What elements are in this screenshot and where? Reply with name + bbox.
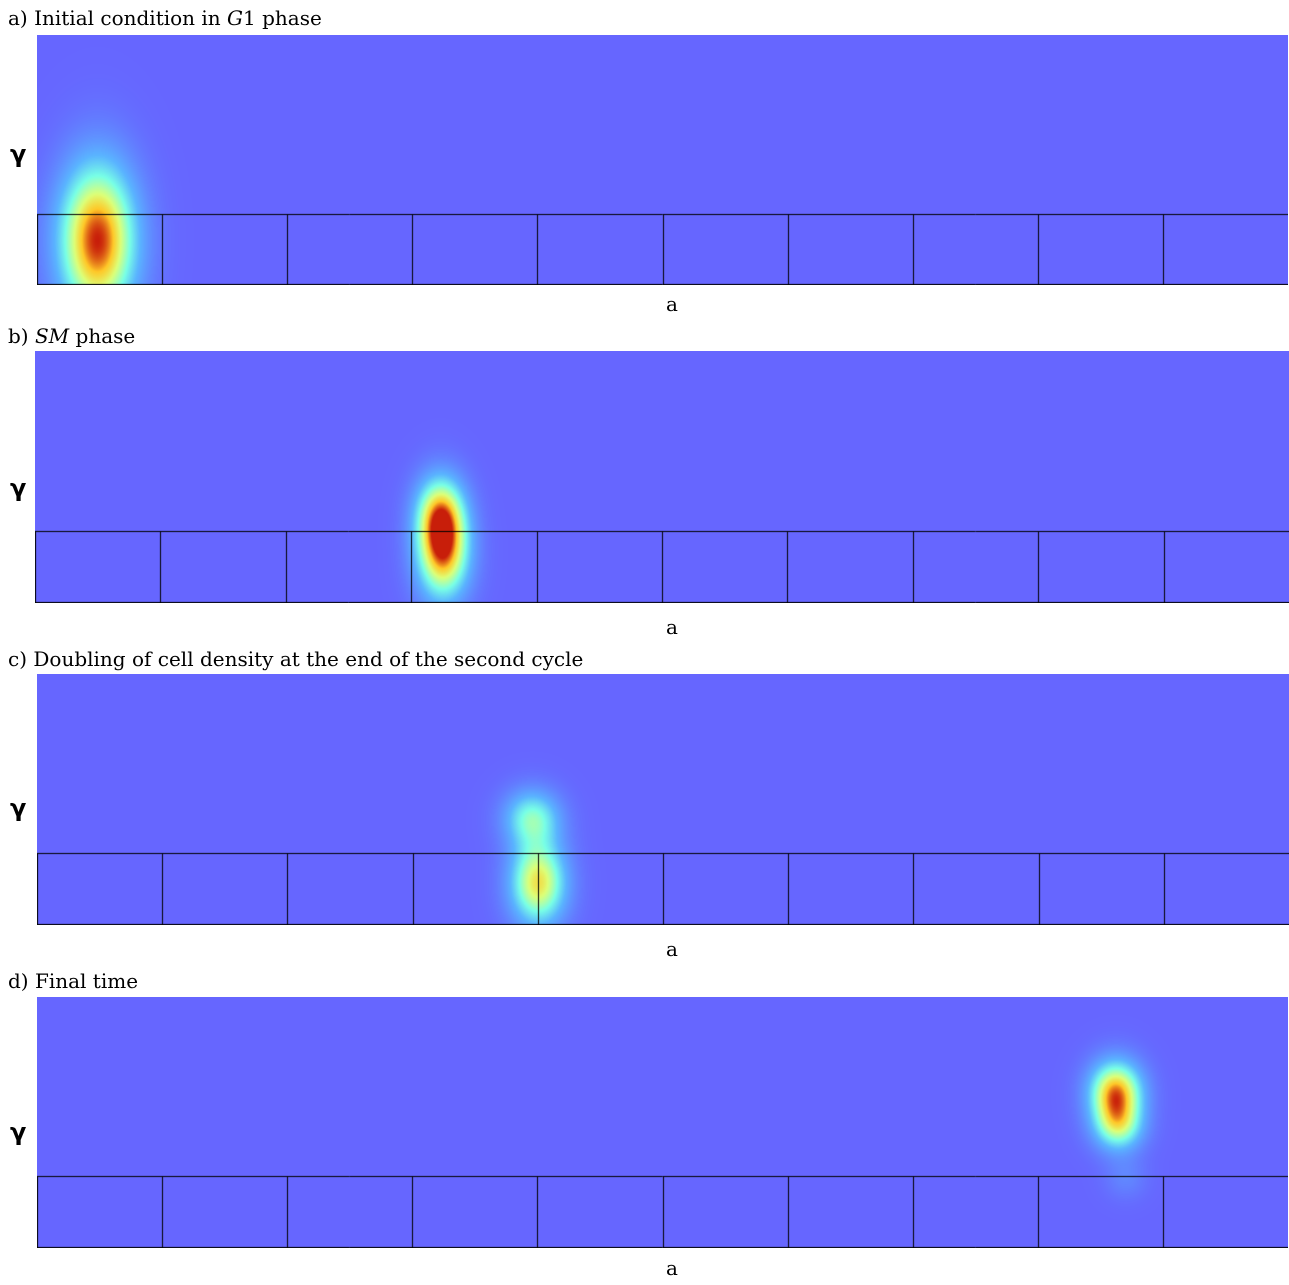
panel-b-title-math: SM — [34, 324, 70, 348]
panel-a-title-math: G — [227, 6, 244, 30]
panel-c-density-plot — [37, 674, 1289, 925]
panel-a-ylabel: γ — [10, 140, 27, 168]
panel-d-xlabel: a — [666, 1256, 678, 1280]
panel-a-title-suffix: 1 phase — [243, 6, 322, 30]
panel-d-title-prefix: d) Final time — [8, 969, 139, 993]
panel-a-density-plot — [37, 35, 1288, 285]
panel-c-title: c) Doubling of cell density at the end o… — [8, 647, 583, 671]
panel-b-title-suffix: phase — [69, 324, 136, 348]
panel-b-title: b) SM phase — [8, 324, 135, 348]
panel-a-xlabel: a — [666, 292, 678, 316]
panel-b-xlabel: a — [666, 615, 678, 639]
panel-c-title-prefix: c) Doubling of cell density at the end o… — [8, 647, 584, 671]
panel-d-title: d) Final time — [8, 969, 138, 993]
panel-a-title: a) Initial condition in G1 phase — [8, 6, 322, 30]
panel-b-title-prefix: b) — [8, 324, 35, 348]
panel-d-ylabel: γ — [10, 1118, 27, 1146]
panel-c-xlabel: a — [666, 937, 678, 961]
panel-c-ylabel: γ — [10, 794, 27, 822]
panel-b-ylabel: γ — [10, 474, 27, 502]
panel-d-density-plot — [37, 997, 1288, 1248]
panel-a-title-prefix: a) Initial condition in — [8, 6, 228, 30]
panel-b-density-plot — [35, 351, 1289, 603]
